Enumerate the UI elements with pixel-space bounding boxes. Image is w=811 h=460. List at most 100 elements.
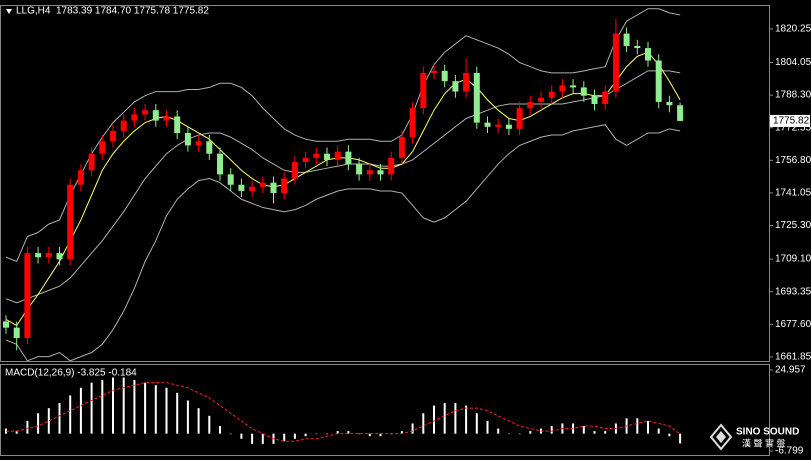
candle-body [473, 72, 480, 123]
candle-body [56, 253, 63, 260]
candle-body [441, 70, 448, 82]
macd-bar [679, 433, 682, 444]
candle-body [677, 105, 684, 121]
macd-bar [208, 415, 211, 434]
candle-body [591, 95, 598, 104]
macd-bar [443, 403, 446, 434]
macd-bar [186, 400, 189, 434]
indicator-line [5, 8, 681, 263]
candle-body [99, 141, 106, 154]
macd-bar [144, 382, 147, 434]
logo-core [716, 431, 726, 443]
macd-bar [604, 431, 607, 434]
macd-bar [422, 413, 425, 434]
macd-bar [165, 387, 168, 434]
macd-bar [315, 433, 318, 435]
candle-body [655, 60, 662, 102]
macd-bar [240, 433, 243, 439]
candle-body [238, 184, 245, 191]
candle-body [548, 91, 555, 98]
macd-bar [101, 380, 104, 434]
indicator-line [5, 124, 681, 362]
macd-bar [58, 403, 61, 434]
candle-body [666, 101, 673, 106]
candle-body [580, 87, 587, 96]
candle-body [634, 46, 641, 49]
candle-body [88, 153, 95, 171]
macd-panel [0, 364, 770, 456]
candle-body [388, 157, 395, 175]
macd-bar [433, 405, 435, 434]
y-tick-label: 1661.85 [775, 352, 811, 363]
candle-body [398, 137, 405, 158]
candle-body [623, 33, 630, 47]
candle-body [366, 170, 373, 175]
candle-body [35, 253, 42, 258]
macd-bar [122, 377, 125, 434]
macd-bar [37, 413, 40, 434]
y-tick-label: 1741.05 [775, 188, 811, 199]
last-price-label: 1775.82 [773, 116, 810, 127]
macd-bar [454, 403, 457, 434]
candle-body [3, 321, 9, 328]
candle-body [281, 178, 288, 194]
macd-bar [347, 431, 350, 434]
macd-bar [636, 418, 639, 434]
macd-bar [90, 382, 93, 434]
candle-body [174, 116, 181, 133]
candle-body [409, 108, 416, 138]
candle-body [570, 85, 577, 88]
macd-bar [251, 433, 254, 444]
candle-body [484, 122, 491, 127]
macd-bar [47, 408, 50, 434]
candle-body [45, 253, 52, 258]
candle-body [324, 153, 330, 160]
candle-body [227, 174, 234, 185]
macd-bar [507, 433, 510, 435]
candle-body [163, 116, 170, 121]
indicator-line [5, 51, 681, 327]
candle-body [152, 110, 159, 121]
candle-body [612, 33, 619, 92]
symbol-title: LLG,H4 [16, 6, 51, 17]
macd-bar [133, 380, 136, 434]
macd-bar [112, 377, 114, 434]
macd-bar [15, 431, 18, 434]
candle-body [270, 182, 277, 194]
y-tick-label: 1772.55 [775, 122, 811, 133]
candle-body [67, 184, 74, 260]
candle-body [334, 151, 341, 160]
macd-bar [593, 431, 596, 434]
y-tick-label: 1820.25 [775, 24, 811, 35]
macd-bar [475, 413, 478, 434]
y-tick-label: 1804.05 [775, 57, 811, 68]
macd-bar [79, 387, 82, 434]
candle-body [377, 170, 384, 175]
macd-bar [229, 433, 232, 435]
candle-body [24, 253, 31, 339]
main-panel [0, 5, 770, 362]
last-price-box [770, 114, 810, 127]
macd-bar [336, 431, 339, 434]
macd-bar [326, 433, 328, 435]
macd-bar [657, 428, 660, 434]
candle-body [356, 164, 363, 175]
candle-body [302, 157, 309, 162]
candle-body [602, 91, 609, 104]
candle-body [345, 151, 352, 165]
y-tick-label: -6.799 [775, 446, 804, 457]
macd-bar [26, 420, 29, 434]
candle-body [13, 327, 20, 339]
candle-body [538, 97, 544, 102]
menu-arrow[interactable] [6, 9, 12, 14]
y-tick-label: 1693.35 [775, 286, 811, 297]
candle-body [259, 182, 266, 187]
candle-body [195, 141, 202, 146]
macd-bar [518, 433, 521, 435]
candle-body [217, 153, 223, 175]
macd-bar [176, 392, 179, 434]
macd-bar [304, 433, 307, 437]
logo [709, 423, 733, 451]
macd-title: MACD(12,26,9) -3.825 -0.184 [5, 368, 137, 379]
